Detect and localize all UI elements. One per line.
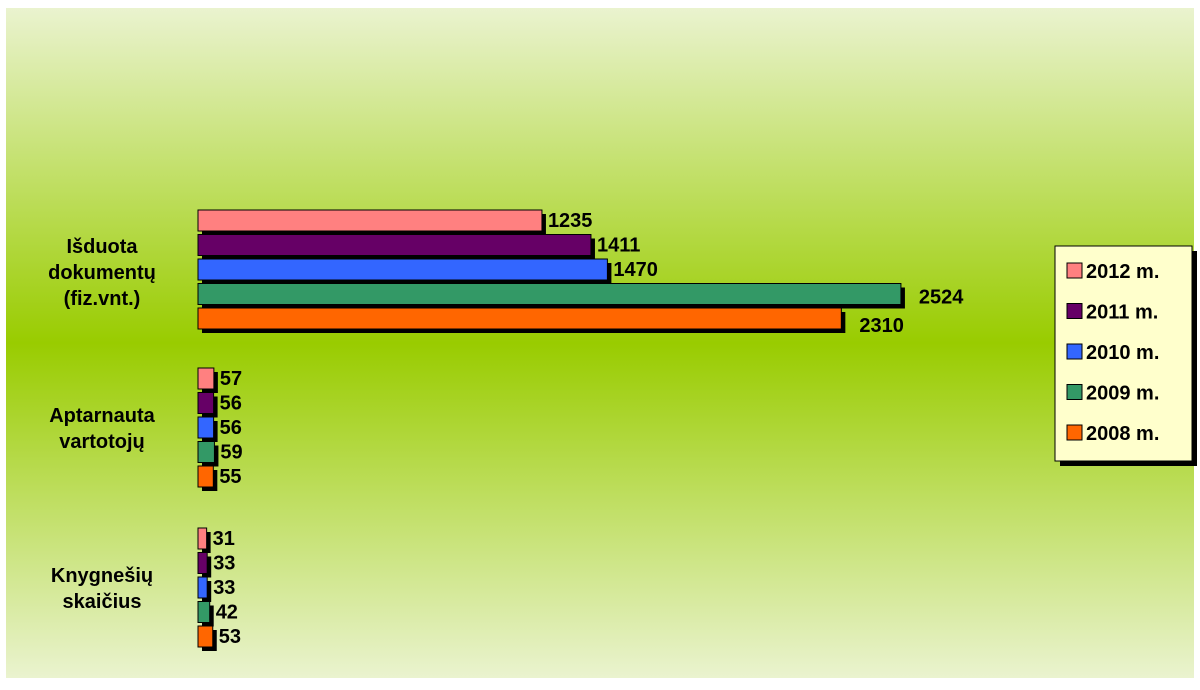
legend-label: 2008 m.: [1086, 423, 1159, 445]
bar: [197, 234, 592, 256]
data-label: 55: [219, 466, 241, 488]
category-label: skaičius: [63, 591, 142, 613]
data-label: 53: [219, 626, 241, 648]
bar: [197, 416, 215, 439]
legend-label: 2012 m.: [1086, 261, 1159, 283]
legend-label: 2010 m.: [1086, 342, 1159, 364]
data-label: 33: [213, 553, 235, 575]
data-label: 1235: [548, 210, 593, 232]
legend-swatch: [1066, 343, 1083, 360]
legend-swatch: [1066, 384, 1083, 400]
data-label: 1470: [613, 259, 658, 281]
bar: [197, 465, 214, 488]
legend-swatch: [1066, 262, 1083, 279]
category-label: vartotojų: [59, 431, 145, 453]
data-label: 33: [213, 577, 235, 599]
bar: [197, 576, 208, 599]
data-label: 56: [220, 393, 242, 415]
bar: [197, 367, 215, 390]
legend: 2012 m. 2011 m. 2010 m. 2009 m. 2008 m.: [1054, 245, 1197, 466]
bar: [197, 307, 842, 330]
category-label: Išduota: [66, 236, 138, 258]
bar: [197, 209, 543, 232]
category-label: Knygnešių: [51, 565, 153, 587]
bar: [197, 283, 902, 305]
bar: [197, 258, 608, 281]
bar: [197, 601, 211, 623]
data-label: 31: [213, 528, 235, 550]
data-label: 42: [216, 602, 238, 624]
data-label: 57: [220, 368, 242, 390]
bar: [197, 392, 215, 414]
data-label: 1411: [597, 235, 640, 257]
legend-swatch: [1066, 303, 1083, 319]
data-label: 56: [220, 417, 242, 439]
category-label: Aptarnauta: [49, 405, 155, 427]
category-label: (fiz.vnt.): [64, 288, 141, 310]
legend-label: 2011 m.: [1086, 302, 1158, 324]
data-label: 59: [220, 442, 242, 464]
bar: [197, 552, 208, 574]
bar: [197, 441, 215, 463]
bar: [197, 625, 214, 648]
category-label: dokumentų: [48, 262, 156, 284]
category-labels: Išduota dokumentų (fiz.vnt.) Aptarnauta vart…: [48, 236, 156, 613]
legend-swatch: [1066, 424, 1083, 441]
plot-background: [6, 8, 1194, 678]
data-label: 2524: [919, 287, 964, 309]
bar: [197, 527, 208, 550]
legend-label: 2009 m.: [1086, 383, 1159, 405]
data-label: 2310: [859, 315, 904, 337]
